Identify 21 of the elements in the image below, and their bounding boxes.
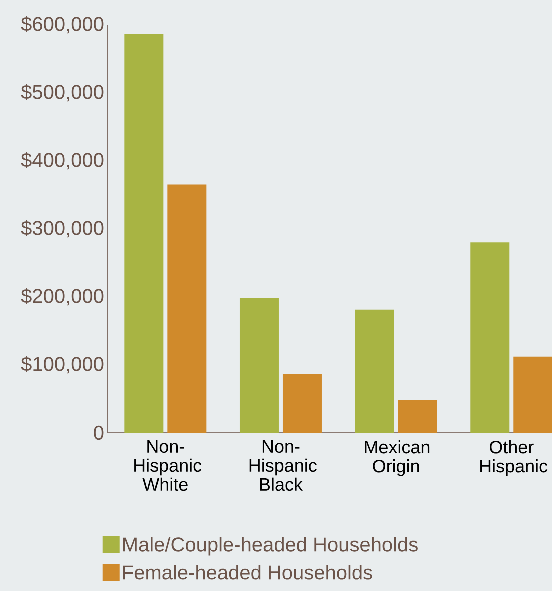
y-tick-label: $500,000: [21, 84, 104, 102]
y-tick-label: $300,000: [21, 220, 104, 238]
legend-label: Male/Couple-headed Households: [124, 537, 418, 556]
bar: [398, 400, 438, 433]
bar: [124, 34, 164, 433]
legend-label: Female-headed Households: [124, 565, 372, 580]
y-tick-label: $100,000: [21, 356, 104, 374]
y-tick-label: 0: [94, 426, 104, 440]
y-tick-label: $200,000: [21, 288, 104, 306]
bar: [168, 184, 207, 433]
bar: [240, 298, 279, 433]
bar: [282, 374, 322, 433]
bar: [470, 242, 510, 433]
y-tick-label: $600,000: [21, 16, 104, 34]
bar: [514, 356, 552, 433]
x-tick-label: Non-Hispanic Black: [250, 440, 317, 492]
y-tick-label: $400,000: [21, 152, 104, 170]
bar: [355, 310, 394, 433]
x-tick-label: Other Hispanic: [480, 440, 548, 476]
x-tick-label: Mexican Origin: [365, 440, 430, 476]
x-tick-label: Non-Hispanic White: [134, 440, 202, 492]
